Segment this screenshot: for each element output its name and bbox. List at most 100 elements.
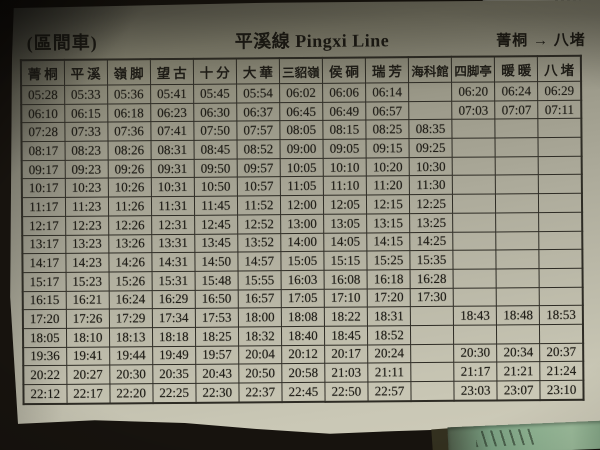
- time-cell: 07:33: [64, 122, 108, 142]
- time-cell: 16:08: [323, 269, 368, 289]
- time-cell: [538, 118, 582, 138]
- time-cell: [451, 119, 496, 139]
- time-cell: 17:20: [367, 288, 411, 308]
- time-cell: 22:37: [238, 382, 282, 403]
- time-cell: 16:15: [22, 290, 66, 310]
- time-cell: 06:49: [322, 101, 366, 121]
- time-cell: 09:15: [366, 138, 410, 158]
- time-cell: [453, 268, 497, 288]
- time-cell: 18:08: [281, 307, 325, 327]
- time-cell: 18:43: [453, 306, 497, 326]
- time-cell: 09:17: [21, 160, 65, 180]
- time-cell: 20:17: [324, 344, 368, 364]
- time-cell: 15:48: [194, 270, 238, 290]
- time-cell: [453, 324, 497, 344]
- time-cell: 14:00: [280, 232, 324, 252]
- time-cell: 19:57: [195, 345, 239, 365]
- time-cell: 08:52: [236, 139, 281, 159]
- time-cell: 11:52: [237, 195, 281, 215]
- time-cell: 22:57: [367, 381, 412, 402]
- time-cell: 08:26: [107, 140, 151, 160]
- time-cell: 09:05: [322, 139, 367, 159]
- time-cell: 11:31: [151, 196, 195, 216]
- page-title: 平溪線 Pingxi Line: [234, 30, 390, 52]
- time-cell: 14:17: [22, 253, 66, 273]
- time-cell: 12:52: [237, 214, 281, 234]
- time-cell: 10:05: [280, 158, 324, 178]
- time-cell: [495, 193, 539, 213]
- time-cell: 23:03: [454, 380, 498, 401]
- time-cell: [539, 249, 583, 269]
- time-cell: 10:26: [107, 178, 152, 198]
- time-cell: 21:11: [367, 362, 411, 382]
- time-cell: 18:45: [324, 325, 368, 345]
- time-cell: [452, 175, 496, 195]
- time-cell: 12:25: [409, 194, 453, 214]
- time-cell: 07:41: [150, 121, 194, 141]
- time-cell: 10:10: [323, 157, 367, 177]
- time-cell: 12:23: [65, 215, 109, 235]
- time-cell: 13:25: [409, 213, 453, 233]
- time-cell: [453, 250, 497, 270]
- time-cell: 06:06: [322, 82, 366, 103]
- time-cell: 20:27: [66, 365, 110, 385]
- time-cell: 09:57: [236, 158, 281, 178]
- time-cell: 18:52: [367, 325, 411, 345]
- time-cell: 18:22: [324, 307, 368, 327]
- time-cell: 17:53: [195, 308, 239, 328]
- time-cell: 18:53: [539, 305, 583, 325]
- time-cell: 13:26: [108, 234, 152, 254]
- time-cell: 14:05: [323, 232, 367, 252]
- time-cell: 07:36: [107, 122, 151, 142]
- time-cell: 10:20: [366, 157, 410, 177]
- time-cell: 15:15: [323, 251, 368, 271]
- time-cell: 14:50: [194, 252, 238, 272]
- time-cell: 18:00: [238, 307, 282, 327]
- time-cell: 06:10: [21, 104, 65, 124]
- station-header: 十分: [193, 58, 237, 85]
- time-cell: 17:10: [324, 288, 368, 308]
- time-cell: [539, 286, 583, 306]
- time-cell: 16:57: [237, 289, 282, 309]
- time-cell: 12:17: [22, 216, 66, 236]
- time-cell: 16:50: [194, 289, 239, 309]
- time-cell: [410, 362, 455, 382]
- time-cell: 15:23: [65, 271, 109, 291]
- time-cell: 06:30: [193, 102, 237, 122]
- time-cell: [538, 174, 582, 194]
- time-cell: 11:23: [65, 197, 109, 217]
- time-cell: 16:21: [65, 290, 109, 310]
- time-cell: 09:26: [107, 159, 151, 179]
- time-cell: 13:45: [194, 233, 238, 253]
- time-cell: 14:25: [409, 231, 454, 251]
- time-cell: 06:37: [236, 102, 280, 122]
- time-cell: 10:31: [150, 177, 195, 197]
- station-header: 平溪: [63, 59, 108, 86]
- time-cell: 22:50: [324, 381, 369, 402]
- time-cell: 17:05: [281, 288, 325, 308]
- time-cell: 20:37: [539, 342, 584, 362]
- time-cell: 05:41: [150, 84, 194, 104]
- time-cell: 11:45: [194, 196, 238, 216]
- time-cell: 18:18: [152, 327, 196, 347]
- time-cell: 18:25: [195, 326, 239, 346]
- time-cell: 22:45: [281, 382, 326, 402]
- time-cell: 17:29: [108, 308, 153, 328]
- time-cell: 22:30: [195, 382, 239, 403]
- time-cell: 12:05: [323, 195, 367, 215]
- time-cell: [495, 212, 539, 232]
- time-cell: 15:35: [409, 250, 454, 270]
- time-cell: [410, 325, 454, 345]
- time-cell: 20:30: [453, 343, 497, 363]
- time-cell: 20:30: [109, 364, 153, 385]
- time-cell: 15:25: [366, 250, 411, 270]
- time-cell: [539, 268, 583, 288]
- time-cell: 20:12: [281, 344, 325, 364]
- time-cell: 20:43: [195, 364, 239, 384]
- time-cell: 09:00: [279, 139, 324, 159]
- time-cell: 15:17: [22, 272, 66, 292]
- time-cell: 18:13: [109, 327, 153, 347]
- time-cell: 17:20: [22, 309, 67, 329]
- time-cell: 21:21: [496, 361, 541, 381]
